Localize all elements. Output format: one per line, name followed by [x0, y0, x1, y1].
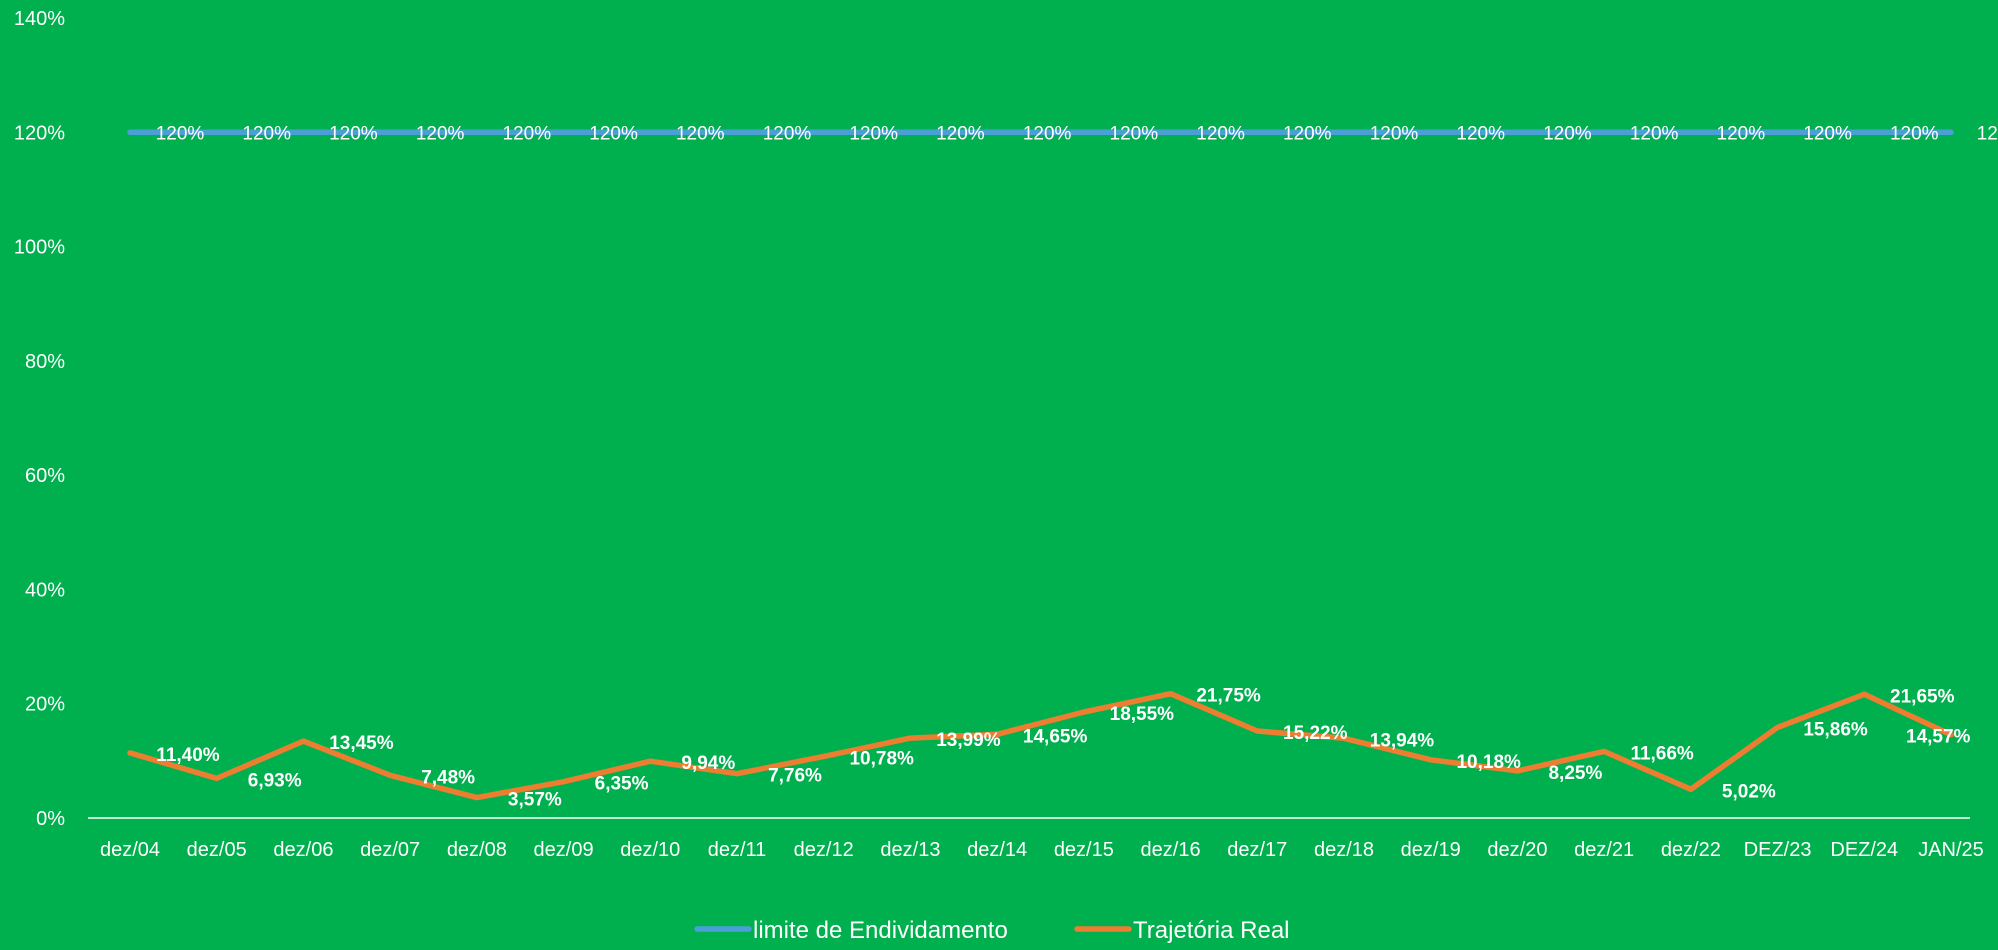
- x-tick-label: DEZ/24: [1830, 839, 1898, 861]
- data-label-limite: 120%: [156, 123, 205, 144]
- data-labels-layer: 120% 120% 120% 120% 120% 120% 120% 120% 120% 120%…: [156, 123, 1998, 810]
- legend-label: limite de Endividamento: [753, 917, 1008, 944]
- x-tick-label: dez/09: [534, 839, 594, 861]
- data-label-limite: 120%: [1630, 123, 1679, 144]
- data-label-trajetoria: 18,55%: [1110, 704, 1175, 725]
- data-label-limite: 120%: [329, 123, 378, 144]
- data-label-limite: 120%: [589, 123, 638, 144]
- y-tick-label: 60%: [25, 465, 65, 487]
- data-label-trajetoria: 15,86%: [1803, 719, 1868, 740]
- series-line-trajetoria: [127, 690, 1954, 801]
- x-tick-label: dez/22: [1661, 839, 1721, 861]
- y-tick-label: 20%: [25, 694, 65, 716]
- x-axis-tick-labels: dez/04 dez/05 dez/06 dez/07 dez/08 dez/09 dez/…: [100, 839, 1984, 861]
- x-tick-label: dez/13: [880, 839, 940, 861]
- data-label-limite: 120%: [1023, 123, 1072, 144]
- data-label-trajetoria: 8,25%: [1548, 763, 1602, 784]
- x-tick-label: dez/17: [1227, 839, 1287, 861]
- data-label-limite: 120%: [763, 123, 812, 144]
- data-label-limite: 120%: [416, 123, 465, 144]
- data-label-trajetoria: 21,75%: [1196, 686, 1261, 707]
- data-label-trajetoria: 10,78%: [849, 748, 914, 769]
- data-label-trajetoria: 11,66%: [1630, 743, 1693, 764]
- x-tick-label: dez/19: [1401, 839, 1461, 861]
- data-label-limite: 120%: [1110, 123, 1159, 144]
- data-label-limite: 120%: [503, 123, 552, 144]
- data-label-limite: 120%: [1803, 123, 1852, 144]
- x-tick-label: dez/15: [1054, 839, 1114, 861]
- x-tick-label: dez/14: [967, 839, 1027, 861]
- y-axis-tick-labels: 0% 20% 40% 60% 80% 100% 120% 140%: [14, 8, 65, 830]
- y-tick-label: 0%: [36, 808, 65, 830]
- y-tick-label: 100%: [14, 237, 65, 259]
- legend: limite de Endividamento Trajetória Real: [694, 917, 1290, 944]
- data-label-trajetoria: 15,22%: [1283, 723, 1348, 744]
- data-label-trajetoria: 14,65%: [1023, 726, 1088, 747]
- x-tick-label: dez/16: [1141, 839, 1201, 861]
- data-label-limite: 120%: [1717, 123, 1766, 144]
- x-tick-label: dez/04: [100, 839, 160, 861]
- data-label-limite: 120%: [1196, 123, 1245, 144]
- data-label-limite: 120%: [1283, 123, 1332, 144]
- data-label-limite: 120%: [936, 123, 985, 144]
- series-layer: [127, 129, 1954, 801]
- data-label-limite: 120%: [1543, 123, 1592, 144]
- data-label-trajetoria: 13,45%: [329, 733, 394, 754]
- data-label-trajetoria: 10,18%: [1456, 752, 1521, 773]
- x-tick-label: dez/12: [794, 839, 854, 861]
- data-label-trajetoria: 6,35%: [595, 774, 649, 795]
- data-label-trajetoria: 11,40%: [156, 745, 219, 766]
- data-label-trajetoria: 13,94%: [1370, 730, 1435, 751]
- data-label-trajetoria: 5,02%: [1722, 781, 1776, 802]
- y-tick-label: 120%: [14, 122, 65, 144]
- x-tick-label: dez/05: [187, 839, 247, 861]
- x-tick-label: dez/18: [1314, 839, 1374, 861]
- data-label-limite: 120%: [1456, 123, 1505, 144]
- x-tick-label: dez/20: [1487, 839, 1547, 861]
- data-label-limite: 120%: [1977, 123, 1998, 144]
- x-tick-label: dez/11: [708, 839, 767, 861]
- x-tick-label: dez/07: [360, 839, 420, 861]
- x-tick-label: dez/08: [447, 839, 507, 861]
- y-tick-label: 140%: [14, 8, 65, 30]
- legend-item-limite: limite de Endividamento: [694, 917, 1008, 944]
- x-tick-label: JAN/25: [1918, 839, 1984, 861]
- y-tick-label: 40%: [25, 579, 65, 601]
- data-label-trajetoria: 7,48%: [421, 767, 475, 788]
- x-tick-label: dez/06: [273, 839, 333, 861]
- data-label-trajetoria: 21,65%: [1890, 686, 1955, 707]
- data-label-limite: 120%: [849, 123, 898, 144]
- legend-label: Trajetória Real: [1133, 917, 1290, 944]
- data-label-trajetoria: 3,57%: [508, 790, 562, 811]
- legend-item-trajetoria: Trajetória Real: [1074, 917, 1290, 944]
- data-label-limite: 120%: [1890, 123, 1939, 144]
- data-label-limite: 120%: [676, 123, 725, 144]
- data-label-limite: 120%: [242, 123, 291, 144]
- data-label-trajetoria: 7,76%: [768, 766, 822, 787]
- x-tick-label: dez/10: [620, 839, 680, 861]
- data-label-trajetoria: 9,94%: [681, 753, 735, 774]
- x-tick-label: DEZ/23: [1744, 839, 1812, 861]
- data-label-trajetoria: 13,99%: [936, 730, 1001, 751]
- x-tick-label: dez/21: [1574, 839, 1634, 861]
- data-label-limite: 120%: [1370, 123, 1419, 144]
- data-label-trajetoria: 14,57%: [1906, 727, 1971, 748]
- y-tick-label: 80%: [25, 351, 65, 373]
- data-label-trajetoria: 6,93%: [248, 770, 302, 791]
